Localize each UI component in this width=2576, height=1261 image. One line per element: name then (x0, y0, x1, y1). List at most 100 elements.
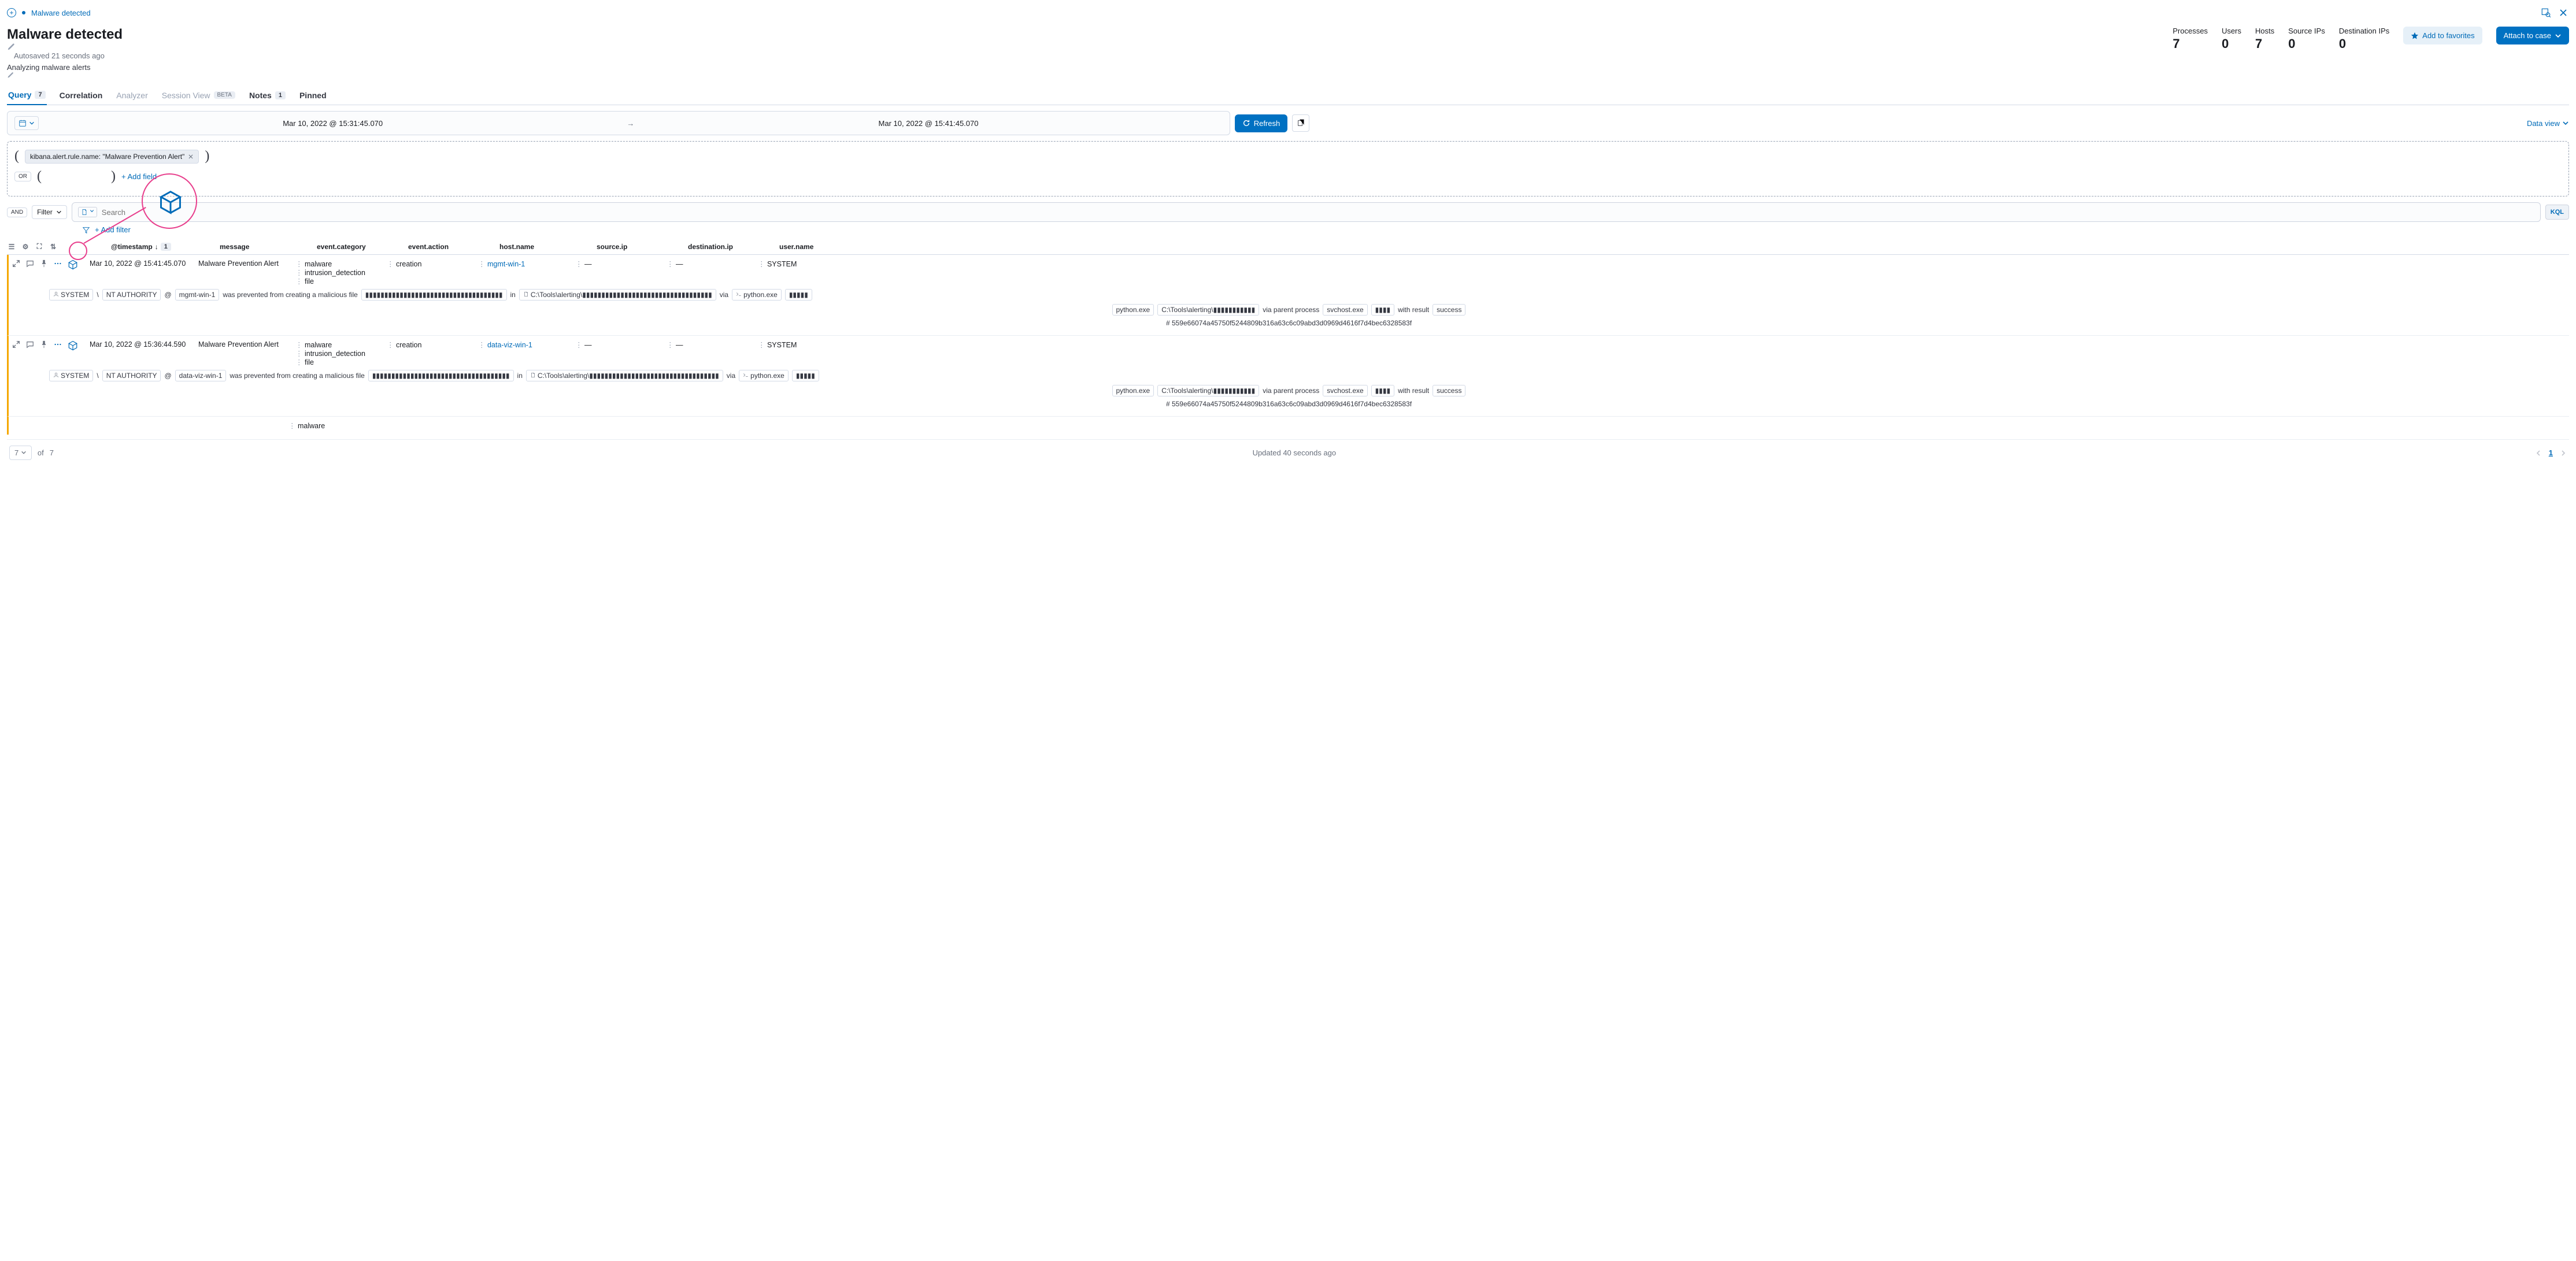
chip-authority[interactable]: NT AUTHORITY (102, 289, 161, 301)
chip-host[interactable]: mgmt-win-1 (175, 289, 220, 301)
filter-dropdown[interactable]: Filter (32, 205, 67, 219)
calendar-icon[interactable] (14, 116, 39, 130)
tab-session-view[interactable]: Session View BETA (161, 86, 236, 105)
cell-source: ⋮ — (572, 340, 658, 349)
save-query-icon[interactable] (78, 207, 97, 217)
cell-host[interactable]: ⋮ data-viz-win-1 (475, 340, 567, 349)
chip-host[interactable]: data-viz-win-1 (175, 370, 227, 381)
chip-authority[interactable]: NT AUTHORITY (102, 370, 161, 381)
add-to-favorites-button[interactable]: Add to favorites (2403, 27, 2482, 44)
settings-icon[interactable]: ⚙ (21, 243, 30, 251)
col-timestamp[interactable]: @timestamp ↓ 1 (108, 243, 212, 251)
data-view-button[interactable]: Data view (2527, 119, 2569, 128)
stat-label: Source IPs (2288, 27, 2325, 35)
analyzer-cube-icon[interactable] (68, 259, 78, 270)
total-label: 7 (50, 448, 54, 457)
chip-path2[interactable]: C:\Tools\alerting\▮▮▮▮▮▮▮▮▮▮▮ (1157, 304, 1259, 316)
stat-label: Users (2222, 27, 2241, 35)
chip-python2[interactable]: python.exe (1112, 304, 1154, 316)
more-icon[interactable] (54, 340, 62, 351)
add-field-link[interactable]: + Add field (121, 172, 157, 181)
chip-success[interactable]: success (1433, 304, 1465, 316)
chip-path[interactable]: C:\Tools\alerting\▮▮▮▮▮▮▮▮▮▮▮▮▮▮▮▮▮▮▮▮▮▮… (526, 370, 723, 381)
cell-host[interactable]: ⋮ mgmt-win-1 (475, 259, 567, 268)
chip-user[interactable]: SYSTEM (49, 289, 93, 301)
copy-icon[interactable] (1292, 114, 1309, 132)
expand-icon[interactable] (12, 340, 20, 351)
chip-obfuscated[interactable]: ▮▮▮▮▮▮▮▮▮▮▮▮▮▮▮▮▮▮▮▮▮▮▮▮▮▮▮▮▮▮▮▮▮▮▮▮ (361, 289, 507, 301)
expand-icon[interactable] (12, 259, 20, 270)
refresh-button[interactable]: Refresh (1235, 114, 1288, 132)
chip-path[interactable]: C:\Tools\alerting\▮▮▮▮▮▮▮▮▮▮▮▮▮▮▮▮▮▮▮▮▮▮… (519, 289, 716, 301)
filter-icon[interactable] (82, 226, 90, 234)
close-icon[interactable] (2558, 7, 2569, 18)
tab-query[interactable]: Query 7 (7, 86, 47, 105)
chip-python2[interactable]: python.exe (1112, 385, 1154, 396)
inspect-icon[interactable] (2540, 7, 2552, 18)
filter-dropdown-label: Filter (37, 208, 53, 216)
pin-icon[interactable] (40, 340, 48, 351)
timerange-picker[interactable]: Mar 10, 2022 @ 15:31:45.070 → Mar 10, 20… (7, 111, 1230, 135)
edit-subtitle-icon[interactable] (7, 72, 126, 79)
comment-icon[interactable] (26, 259, 34, 270)
timeline-title-link[interactable]: Malware detected (31, 9, 91, 17)
filter-builder: ( kibana.alert.rule.name: "Malware Preve… (7, 141, 2569, 196)
stat-value: 0 (2288, 36, 2325, 51)
cell-timestamp: Mar 10, 2022 @ 15:41:45.070 (86, 259, 190, 268)
fields-icon[interactable]: ☰ (7, 243, 16, 251)
col-host[interactable]: host.name (496, 243, 589, 251)
arrow-icon: → (627, 119, 634, 128)
table-row: Mar 10, 2022 @ 15:36:44.590 Malware Prev… (7, 336, 2569, 417)
edit-title-icon[interactable] (7, 43, 126, 51)
col-user[interactable]: user.name (776, 243, 845, 251)
comment-icon[interactable] (26, 340, 34, 351)
chip-python[interactable]: python.exe (732, 289, 782, 301)
filter-pill[interactable]: kibana.alert.rule.name: "Malware Prevent… (25, 150, 199, 164)
attach-to-case-button[interactable]: Attach to case (2496, 27, 2569, 44)
sort-icon[interactable]: ⇅ (49, 243, 58, 251)
more-icon[interactable] (54, 259, 62, 270)
tab-pinned[interactable]: Pinned (298, 86, 328, 105)
col-source[interactable]: source.ip (593, 243, 680, 251)
tab-correlation[interactable]: Correlation (58, 86, 104, 105)
favorite-label: Add to favorites (2422, 31, 2474, 40)
table-row: Mar 10, 2022 @ 15:41:45.070 Malware Prev… (7, 255, 2569, 336)
chip-obf3[interactable]: ▮▮▮▮ (1371, 304, 1394, 316)
chip-obf3[interactable]: ▮▮▮▮ (1371, 385, 1394, 396)
search-input-container (72, 202, 2541, 222)
cell-action: ⋮ creation (383, 259, 470, 268)
chip-python[interactable]: python.exe (739, 370, 789, 381)
tab-query-label: Query (8, 90, 31, 99)
chip-path2[interactable]: C:\Tools\alerting\▮▮▮▮▮▮▮▮▮▮▮ (1157, 385, 1259, 396)
status-bullet (22, 11, 25, 14)
cell-source: ⋮ — (572, 259, 658, 268)
chip-obf2[interactable]: ▮▮▮▮▮ (785, 289, 812, 301)
cell-user: ⋮ SYSTEM (754, 259, 824, 268)
page-size-selector[interactable]: 7 (9, 446, 32, 460)
prev-page-icon[interactable] (2535, 450, 2542, 457)
chip-obfuscated[interactable]: ▮▮▮▮▮▮▮▮▮▮▮▮▮▮▮▮▮▮▮▮▮▮▮▮▮▮▮▮▮▮▮▮▮▮▮▮ (368, 370, 514, 381)
pin-icon[interactable] (40, 259, 48, 270)
chip-obf2[interactable]: ▮▮▮▮▮ (792, 370, 819, 381)
add-filter-link[interactable]: + Add filter (95, 225, 131, 234)
paren-close: ) (205, 149, 209, 164)
analyzer-cube-icon[interactable] (68, 340, 78, 351)
search-input[interactable] (102, 208, 2534, 217)
col-message[interactable]: message (216, 243, 309, 251)
col-category[interactable]: event.category (313, 243, 400, 251)
page-number[interactable]: 1 (2549, 448, 2553, 457)
col-action[interactable]: event.action (405, 243, 491, 251)
tab-analyzer[interactable]: Analyzer (115, 86, 149, 105)
chip-success[interactable]: success (1433, 385, 1465, 396)
fullscreen-icon[interactable]: ⛶ (35, 242, 44, 251)
kql-badge[interactable]: KQL (2545, 205, 2569, 220)
refresh-label: Refresh (1254, 119, 1280, 128)
chip-svchost[interactable]: svchost.exe (1323, 385, 1367, 396)
next-page-icon[interactable] (2560, 450, 2567, 457)
tab-notes[interactable]: Notes 1 (248, 86, 287, 105)
chip-svchost[interactable]: svchost.exe (1323, 304, 1367, 316)
col-dest[interactable]: destination.ip (684, 243, 771, 251)
add-timeline-icon[interactable]: + (7, 8, 16, 17)
chip-user[interactable]: SYSTEM (49, 370, 93, 381)
cell-timestamp: Mar 10, 2022 @ 15:36:44.590 (86, 340, 190, 348)
